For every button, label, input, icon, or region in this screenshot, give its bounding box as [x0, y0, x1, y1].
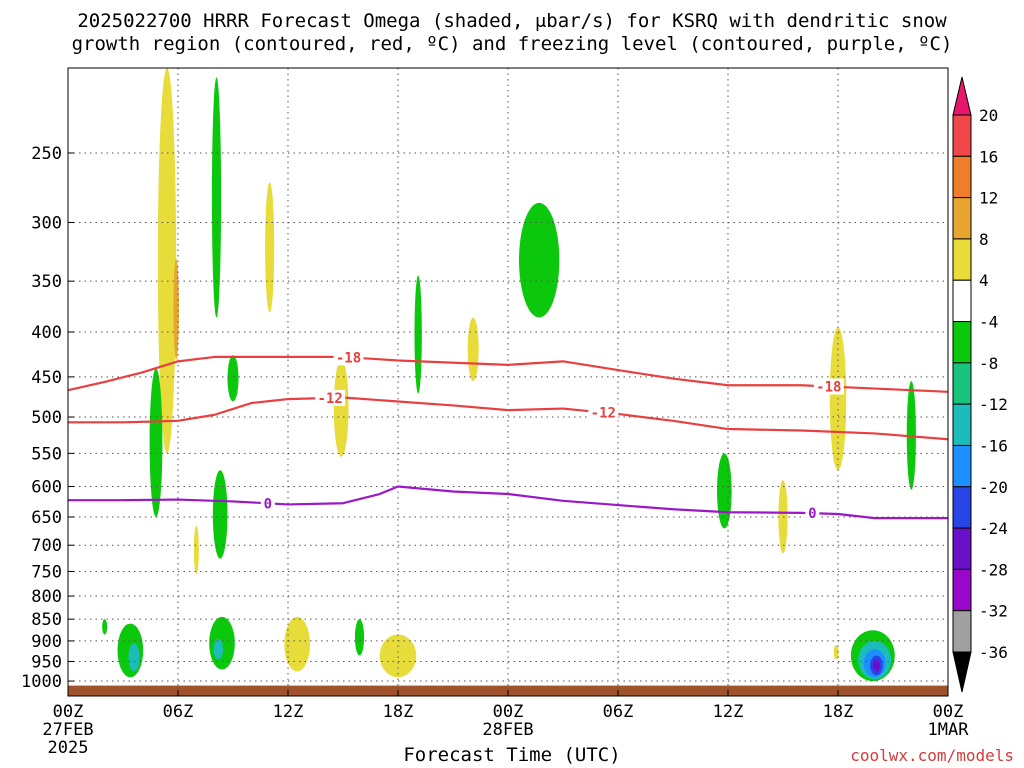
y-tick-label-650: 650	[31, 508, 62, 528]
colorbar-segment-9	[952, 444, 972, 488]
x-tick-label-24: 00Z	[493, 702, 524, 722]
x-tick-label-36: 12Z	[713, 702, 744, 722]
colorbar-label-6: -8	[979, 354, 998, 373]
y-tick-label-900: 900	[31, 632, 62, 652]
y-tick-label-500: 500	[31, 408, 62, 428]
omega-region-20	[213, 638, 223, 660]
colorbar-segment-13	[952, 610, 972, 653]
omega-region-24	[833, 645, 839, 660]
colorbar-label-4: 4	[979, 271, 989, 290]
omega-region-29	[872, 659, 881, 672]
omega-region-22	[354, 619, 365, 656]
y-tick-label-600: 600	[31, 477, 62, 497]
y-tick-label-950: 950	[31, 653, 62, 673]
y-tick-label-450: 450	[31, 368, 62, 388]
colorbar-segment-11	[952, 527, 972, 570]
colorbar-segment-6	[952, 321, 972, 364]
omega-region-6	[212, 470, 228, 559]
omega-region-9	[414, 275, 422, 394]
contour-label-1-0: -12	[318, 391, 343, 407]
colorbar-segment-5	[952, 279, 972, 323]
omega-region-18	[128, 643, 140, 672]
colorbar-segment-12	[952, 568, 972, 612]
contour-label-bg-1-1	[588, 404, 619, 421]
colorbar-segment-10	[952, 486, 972, 529]
colorbar-segment-4	[952, 238, 972, 281]
omega-region-4	[227, 355, 239, 402]
colorbar-bottom-arrow	[952, 651, 972, 693]
x-tick-sublabel-24: 28FEB	[482, 720, 533, 740]
omega-region-21	[284, 616, 310, 672]
chart-title-line-1: 2025022700 HRRR Forecast Omega (shaded, …	[77, 10, 947, 32]
colorbar-segment-8	[952, 403, 972, 446]
x-tick-sublabel-0: 27FEB	[42, 720, 93, 740]
x-tick-label-6: 06Z	[163, 702, 194, 722]
x-tick-label-12: 12Z	[273, 702, 304, 722]
y-tick-label-1000: 1000	[21, 672, 62, 692]
contour-label-2-0: 0	[264, 496, 272, 512]
contour-label-0-1: -18	[816, 380, 841, 396]
y-tick-label-850: 850	[31, 610, 62, 630]
contour-line-1	[68, 396, 949, 441]
y-tick-label-300: 300	[31, 213, 62, 233]
omega-region-8	[333, 359, 349, 457]
omega-region-11	[519, 202, 560, 318]
colorbar-label-13: -36	[979, 643, 1008, 662]
colorbar-label-1: 16	[979, 147, 998, 166]
contour-label-2-1: 0	[808, 506, 816, 522]
contour-label-bg-2-1	[805, 505, 820, 522]
omega-region-16	[102, 619, 108, 635]
colorbar-label-0: 20	[979, 106, 998, 125]
colorbar-label-12: -32	[979, 602, 1008, 621]
colorbar-segment-1	[952, 114, 972, 157]
y-tick-label-550: 550	[31, 444, 62, 464]
y-tick-label-700: 700	[31, 536, 62, 556]
x-tick-label-48: 00Z	[933, 702, 964, 722]
x-tick-label-0: 00Z	[53, 702, 84, 722]
contour-label-1-1: -12	[591, 406, 616, 422]
omega-region-7	[193, 525, 199, 575]
contour-label-0-0: -18	[336, 350, 361, 366]
contour-label-bg-0-1	[813, 378, 844, 395]
colorbar-label-8: -16	[979, 436, 1008, 455]
x-tick-label-18: 18Z	[383, 702, 414, 722]
colorbar-label-9: -20	[979, 478, 1008, 497]
colorbar-top-arrow	[952, 76, 972, 116]
omega-region-23	[379, 634, 417, 678]
colorbar-segment-2	[952, 155, 972, 199]
y-tick-label-250: 250	[31, 144, 62, 164]
colorbar-label-3: 8	[979, 230, 989, 249]
x-tick-sublabel2-0: 2025	[48, 738, 89, 758]
y-tick-label-800: 800	[31, 587, 62, 607]
chart-title-line-2: growth region (contoured, red, ºC) and f…	[71, 33, 953, 55]
colorbar-label-7: -12	[979, 395, 1008, 414]
x-tick-label-30: 06Z	[603, 702, 634, 722]
contour-label-bg-1-0	[315, 389, 346, 406]
omega-region-2	[211, 77, 222, 318]
x-tick-label-42: 18Z	[823, 702, 854, 722]
y-tick-label-750: 750	[31, 562, 62, 582]
colorbar-segment-3	[952, 197, 972, 240]
omega-region-3	[265, 182, 275, 313]
contour-label-bg-2-0	[260, 495, 275, 512]
x-axis-label: Forecast Time (UTC)	[403, 744, 621, 766]
colorbar-label-11: -28	[979, 560, 1008, 579]
credit-text: coolwx.com/models	[850, 746, 1014, 765]
colorbar-label-2: 12	[979, 189, 998, 208]
colorbar-segment-7	[952, 362, 972, 405]
omega-region-10	[467, 317, 479, 382]
y-tick-label-350: 350	[31, 272, 62, 292]
contour-line-0	[67, 355, 949, 393]
contour-label-bg-0-0	[333, 349, 364, 366]
omega-region-5	[149, 368, 163, 517]
colorbar-label-5: -4	[979, 313, 998, 332]
x-tick-sublabel-48: 1MAR	[928, 720, 970, 740]
omega-region-0	[157, 68, 177, 454]
colorbar-label-10: -24	[979, 519, 1008, 538]
omega-region-12	[717, 453, 732, 529]
y-tick-label-400: 400	[31, 323, 62, 343]
